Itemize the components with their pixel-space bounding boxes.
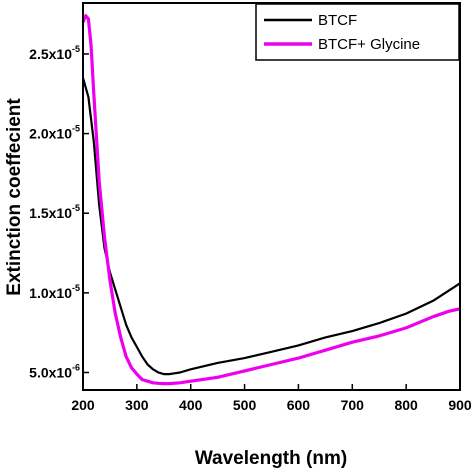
legend-label-btcf: BTCF xyxy=(318,12,357,29)
legend: BTCF BTCF+ Glycine xyxy=(255,3,460,61)
x-tick-label: 600 xyxy=(287,397,311,413)
x-tick-label: 400 xyxy=(179,397,203,413)
x-axis-ticks: 200 300 400 500 600 700 800 900 xyxy=(71,384,472,413)
x-tick-label: 300 xyxy=(125,397,149,413)
legend-box xyxy=(255,3,460,61)
y-axis-title: Extinction coeffecient xyxy=(4,98,25,296)
y-tick-label: 1.0x10-5 xyxy=(29,283,80,301)
x-tick-label: 800 xyxy=(394,397,418,413)
y-tick-label: 2.5x10-5 xyxy=(29,44,80,62)
y-axis-ticks: 5.0x10-6 1.0x10-5 1.5x10-5 2.0x10-5 2.5x10-5 xyxy=(29,44,89,380)
x-tick-label: 500 xyxy=(233,397,257,413)
series-line-btcf-glycine xyxy=(81,14,461,386)
y-tick-label: 1.5x10-5 xyxy=(29,203,80,221)
y-tick-label: 5.0x10-6 xyxy=(29,362,80,380)
x-tick-label: 900 xyxy=(448,397,472,413)
series-layer xyxy=(81,14,461,386)
legend-label-btcf-glycine: BTCF+ Glycine xyxy=(318,36,420,53)
x-tick-label: 700 xyxy=(341,397,365,413)
x-axis-title: Wavelength (nm) xyxy=(195,448,347,469)
plot-frame xyxy=(82,2,461,391)
y-tick-label: 2.0x10-5 xyxy=(29,124,80,142)
x-tick-label: 200 xyxy=(71,397,95,413)
